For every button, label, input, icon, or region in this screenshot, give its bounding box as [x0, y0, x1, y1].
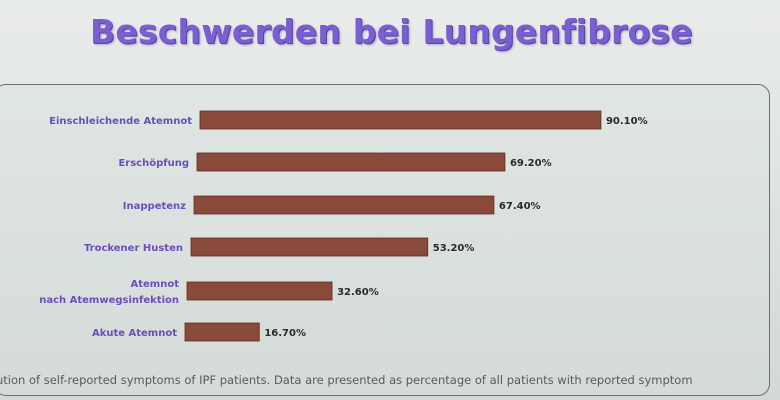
bar-5: [184, 322, 260, 342]
value-label-1: 69.20%: [510, 158, 552, 169]
category-label-2: Inappetenz: [123, 201, 186, 212]
bars-layer: 90.10% Einschleichende Atemnot 69.20% Ersch…: [39, 110, 648, 342]
bar-2: [193, 195, 495, 215]
value-label-3: 53.20%: [433, 243, 475, 254]
category-label-4-line-0: Atemnot: [131, 279, 180, 290]
value-label-4: 32.60%: [337, 287, 379, 298]
bar-4: [186, 281, 333, 301]
bar-1: [196, 152, 506, 172]
category-label-3: Trockener Husten: [84, 243, 183, 254]
value-label-0: 90.10%: [606, 116, 648, 127]
slide-title: Beschwerden bei Lungenfibrose: [90, 12, 693, 51]
bar-0: [199, 110, 602, 130]
category-label-1: Erschöpfung: [118, 158, 189, 169]
category-label-4-line-1: nach Atemwegsinfektion: [39, 295, 179, 306]
value-label-5: 16.70%: [264, 328, 306, 339]
category-label-0: Einschleichende Atemnot: [49, 116, 192, 127]
category-label-5: Akute Atemnot: [92, 328, 177, 339]
value-label-2: 67.40%: [499, 201, 541, 212]
bar-3: [190, 237, 429, 257]
figure-caption: ution of self-reported symptoms of IPF p…: [0, 373, 693, 387]
